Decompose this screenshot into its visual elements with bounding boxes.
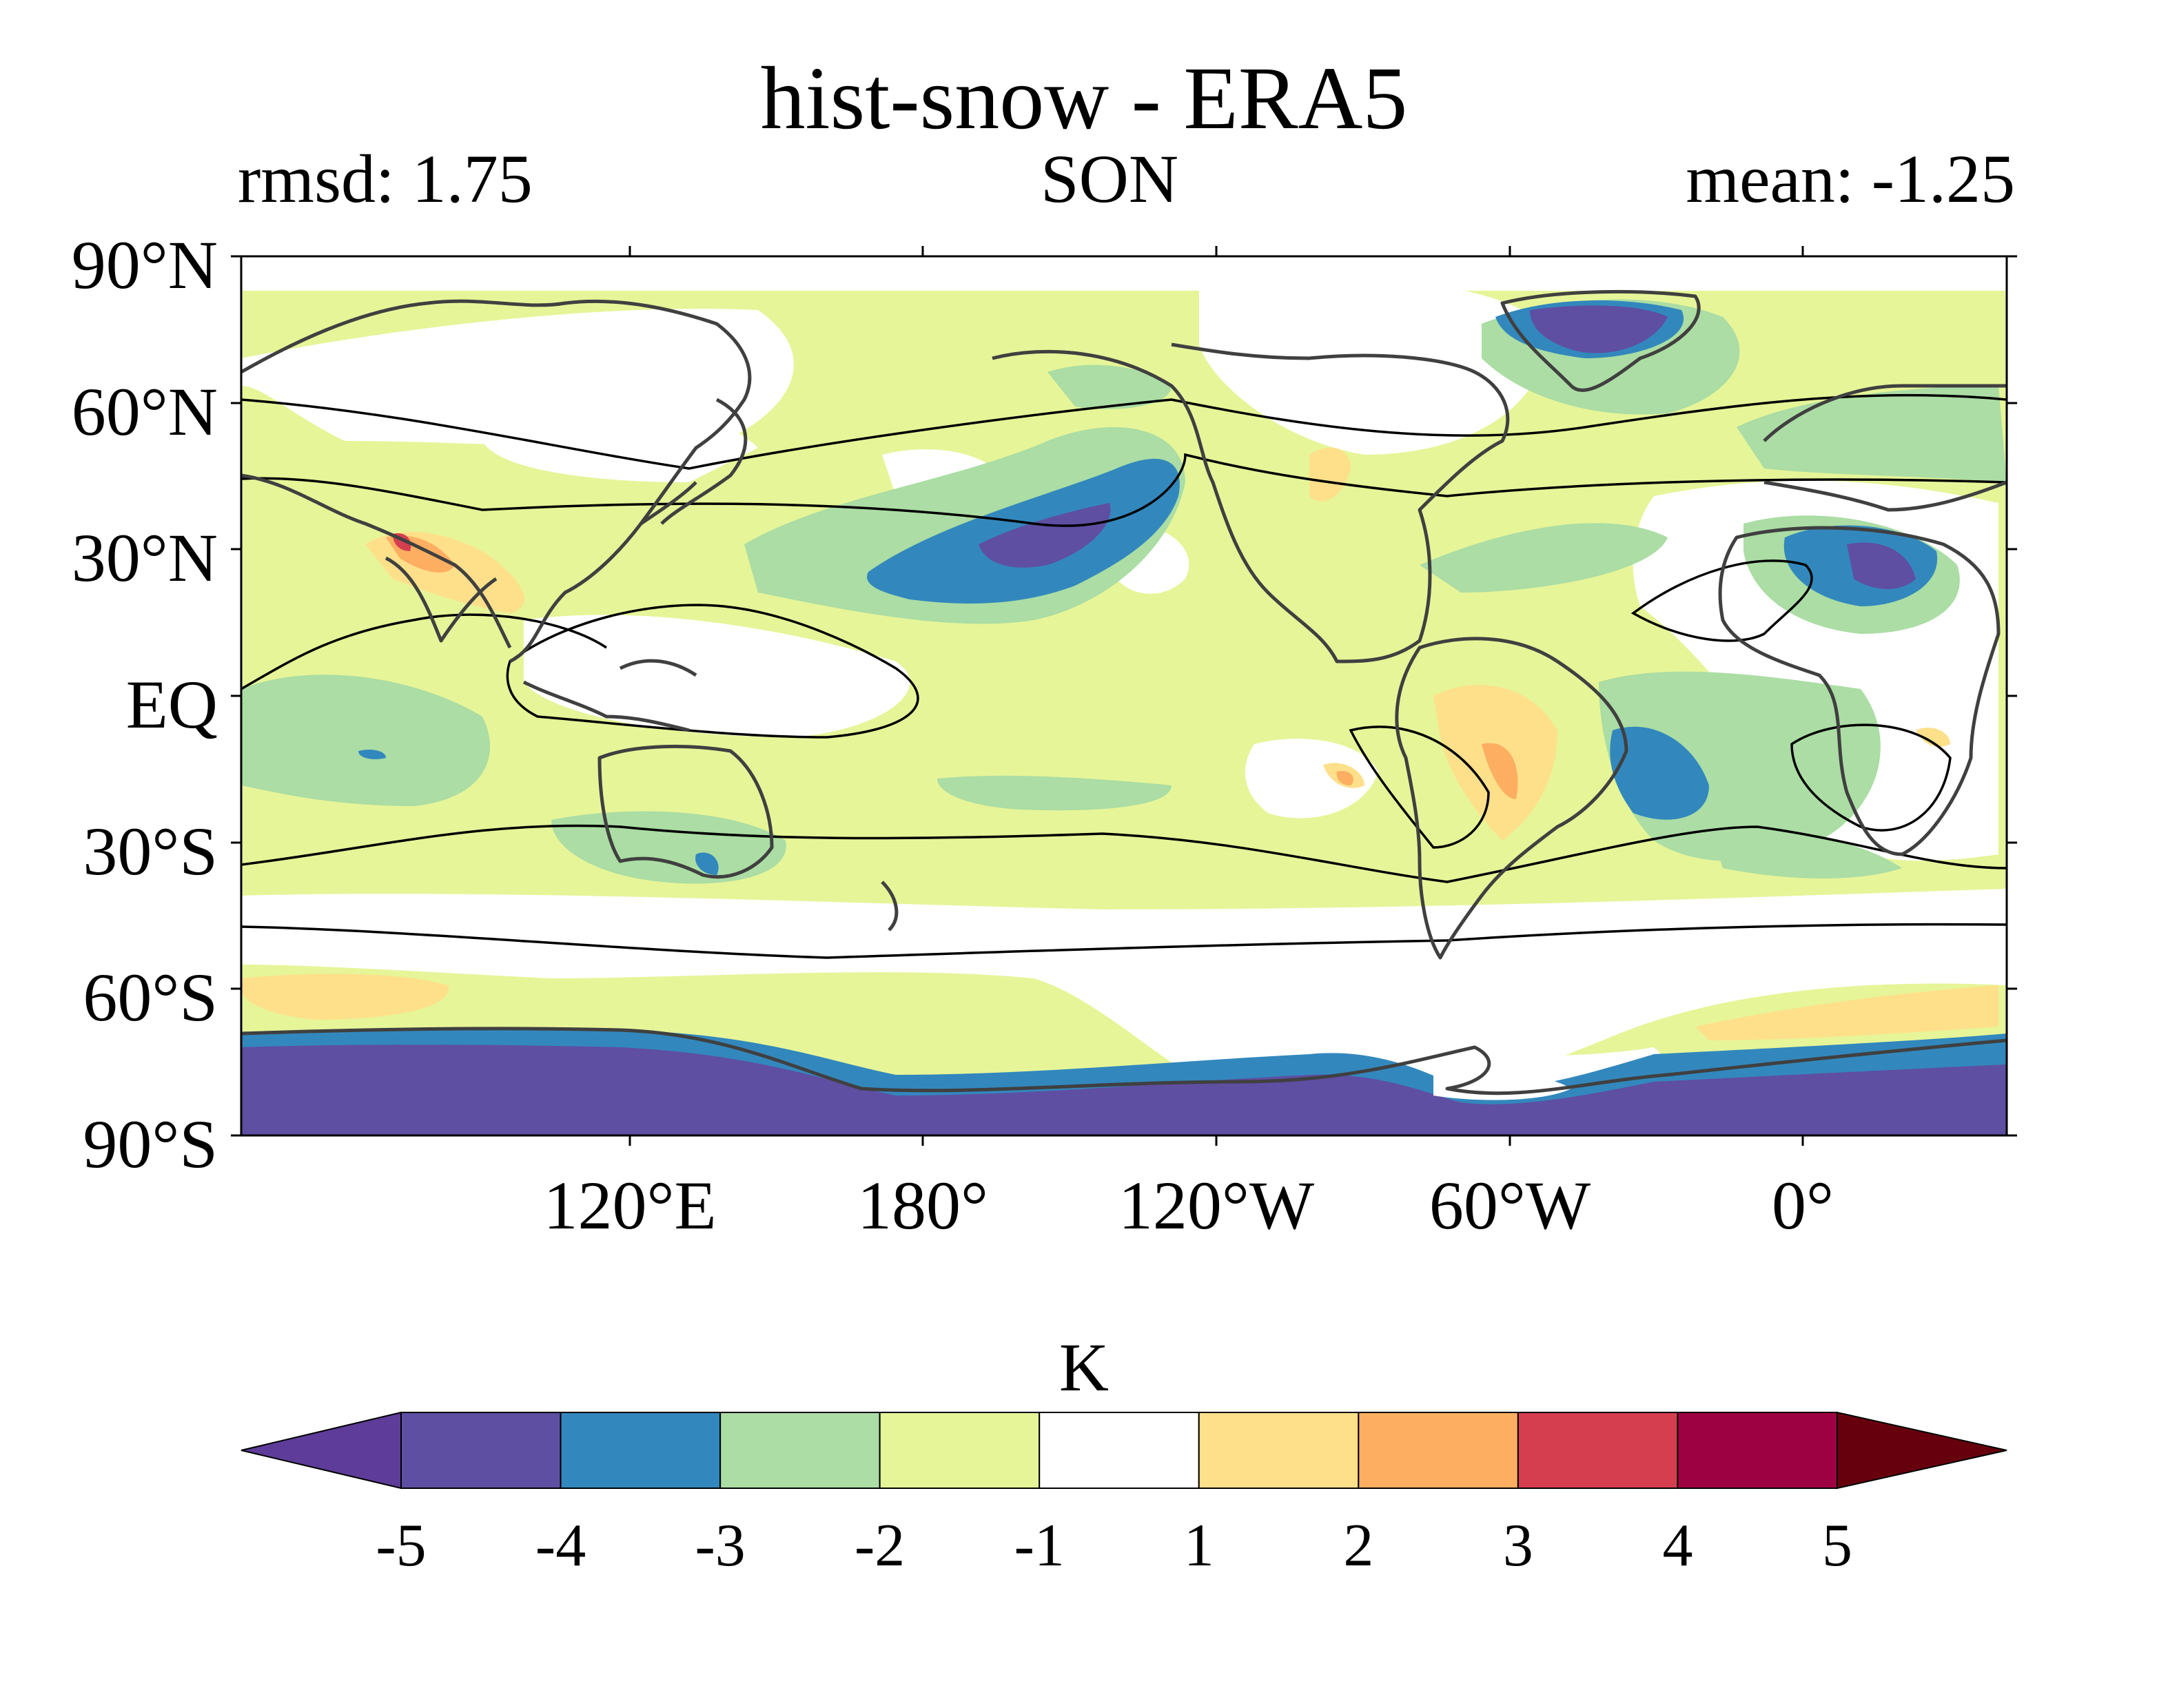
lat-label-90s: 90°S — [83, 1106, 218, 1182]
colorbar-tick-label: -2 — [855, 1512, 906, 1579]
colorbar-extend-high — [1837, 1411, 2007, 1490]
colorbar-bin — [400, 1412, 562, 1489]
coastlines — [241, 289, 2007, 1095]
colorbar-tick-label: -3 — [695, 1512, 746, 1579]
colorbar-bin — [719, 1412, 881, 1489]
contour-lines — [241, 393, 2007, 959]
colorbar-tick-label: 2 — [1343, 1512, 1374, 1579]
colorbar-bin — [1517, 1412, 1679, 1489]
colorbar-tick-label: 4 — [1662, 1512, 1693, 1579]
lon-ticks — [628, 246, 1804, 1146]
colorbar — [241, 1411, 2007, 1490]
lat-label-60s: 60°S — [83, 959, 218, 1036]
lon-label-180: 180° — [857, 1167, 988, 1244]
colorbar-tick-label: -1 — [1014, 1512, 1065, 1579]
anomaly-field — [241, 256, 2007, 1135]
lon-label-120e: 120°E — [543, 1167, 717, 1244]
lon-label-60w: 60°W — [1429, 1167, 1591, 1244]
colorbar-tick-label: -5 — [376, 1512, 427, 1579]
colorbar-bin — [1677, 1412, 1838, 1489]
lon-label-120w: 120°W — [1118, 1167, 1315, 1244]
colorbar-tick-label: 5 — [1822, 1512, 1852, 1579]
colorbar-bin — [1198, 1412, 1360, 1489]
colorbar-unit: K — [1059, 1329, 1109, 1406]
rmsd-label: rmsd: 1.75 — [238, 141, 533, 217]
colorbar-tick-label: 3 — [1502, 1512, 1533, 1579]
lon-label-0: 0° — [1772, 1167, 1834, 1244]
colorbar-extend-low — [241, 1411, 402, 1490]
season-label: SON — [1041, 141, 1179, 217]
lat-label-90n: 90°N — [71, 227, 218, 303]
colorbar-bin — [560, 1412, 722, 1489]
lat-label-30n: 30°N — [71, 519, 218, 596]
colorbar-tick-label: 1 — [1183, 1512, 1214, 1579]
lat-label-60n: 60°N — [71, 373, 218, 450]
colorbar-bin — [1358, 1412, 1519, 1489]
mean-label: mean: -1.25 — [1686, 141, 2015, 217]
lat-label-eq: EQ — [125, 666, 218, 743]
colorbar-bin — [879, 1412, 1041, 1489]
lat-ticks — [231, 255, 2017, 1137]
map-title: hist-snow - ERA5 — [760, 49, 1408, 148]
colorbar-bin — [1039, 1412, 1200, 1489]
colorbar-tick-label: -4 — [535, 1512, 586, 1579]
lat-label-30s: 30°S — [83, 813, 218, 889]
